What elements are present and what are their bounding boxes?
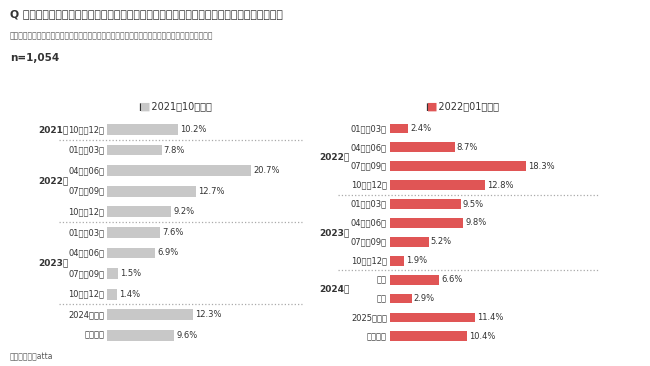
Text: 04月～06月: 04月～06月 (68, 249, 105, 258)
Bar (390, 142, 454, 152)
Text: n=1,054: n=1,054 (10, 53, 59, 63)
Text: 12.8%: 12.8% (488, 181, 514, 190)
Text: 11.4%: 11.4% (477, 313, 503, 322)
Text: 1.5%: 1.5% (120, 269, 141, 278)
Text: 07月～09月: 07月～09月 (68, 187, 105, 196)
Bar (390, 237, 428, 247)
Text: 01月～03月: 01月～03月 (68, 146, 105, 154)
Text: 9.6%: 9.6% (176, 331, 198, 340)
Bar (107, 145, 162, 156)
Text: 前期: 前期 (377, 275, 387, 284)
Text: 20.7%: 20.7% (254, 166, 280, 175)
Text: ■ 2021年10月調査: ■ 2021年10月調査 (139, 102, 212, 112)
Text: 07月～09月: 07月～09月 (68, 269, 105, 278)
Text: 10月～12月: 10月～12月 (351, 181, 387, 190)
Text: 07月～09月: 07月～09月 (351, 162, 387, 171)
Text: 2.4%: 2.4% (410, 124, 431, 133)
Bar (390, 180, 485, 190)
Bar (107, 165, 252, 176)
Text: ■: ■ (140, 102, 150, 112)
Text: 04月～06月: 04月～06月 (351, 219, 387, 227)
Text: 8.7%: 8.7% (457, 143, 478, 152)
Bar (107, 309, 193, 320)
Text: 01月～03月: 01月～03月 (351, 199, 387, 209)
Bar (107, 124, 178, 135)
Text: 6.9%: 6.9% (157, 249, 179, 258)
Text: 2024年: 2024年 (318, 285, 349, 294)
Text: 2.9%: 2.9% (414, 294, 435, 303)
Text: 10.2%: 10.2% (181, 125, 207, 134)
Bar (107, 206, 172, 217)
Bar (390, 161, 526, 171)
Text: 9.2%: 9.2% (174, 207, 194, 216)
Text: Q 自由に国内旅行に出かけられるようになるのはいつ頃になると思いますか？（単一回答）: Q 自由に国内旅行に出かけられるようになるのはいつ頃になると思いますか？（単一回… (10, 9, 283, 19)
Bar (390, 313, 474, 322)
Text: 該当なし: 該当なし (367, 332, 387, 341)
Text: 1.4%: 1.4% (119, 290, 140, 299)
Text: 10月～12月: 10月～12月 (68, 125, 105, 134)
Bar (107, 186, 196, 197)
Text: 自由に国内旅行に出かけられる＝外出・移動の自酢が解除されていると想定してご回答ください。: 自由に国内旅行に出かけられる＝外出・移動の自酢が解除されていると想定してご回答く… (10, 31, 213, 40)
Text: 該当なし: 該当なし (84, 331, 105, 340)
Text: 9.5%: 9.5% (463, 199, 484, 209)
Bar (390, 256, 404, 266)
Text: 07月～09月: 07月～09月 (351, 238, 387, 246)
Bar (107, 227, 160, 238)
Text: 2024年以降: 2024年以降 (68, 310, 105, 319)
Text: 5.2%: 5.2% (431, 238, 452, 246)
Text: 2023年: 2023年 (39, 259, 69, 268)
Text: 7.6%: 7.6% (162, 228, 184, 237)
Text: 12.7%: 12.7% (198, 187, 224, 196)
Text: 2023年: 2023年 (319, 228, 349, 237)
Text: 04月～06月: 04月～06月 (351, 143, 387, 152)
Text: 01月～03月: 01月～03月 (351, 124, 387, 133)
Bar (107, 248, 155, 258)
Text: 10月～12月: 10月～12月 (351, 256, 387, 265)
Text: 後期: 後期 (377, 294, 387, 303)
Bar (390, 294, 411, 303)
Bar (107, 330, 174, 341)
Bar (390, 124, 408, 133)
Text: 2025年以降: 2025年以降 (351, 313, 387, 322)
Text: 10月～12月: 10月～12月 (68, 290, 105, 299)
Bar (107, 289, 117, 299)
Text: ■ 2022年01月調査: ■ 2022年01月調査 (426, 102, 499, 112)
Bar (390, 275, 439, 285)
Text: 01月～03月: 01月～03月 (68, 228, 105, 237)
Text: 10月～12月: 10月～12月 (68, 207, 105, 216)
Text: 7.8%: 7.8% (164, 146, 185, 154)
Text: ■: ■ (427, 102, 437, 112)
Text: 2022年: 2022年 (319, 152, 349, 161)
Text: 6.6%: 6.6% (441, 275, 463, 284)
Text: 10.4%: 10.4% (469, 332, 496, 341)
Text: 2022年: 2022年 (39, 176, 69, 186)
Bar (107, 268, 118, 279)
Text: 2021年: 2021年 (39, 125, 69, 134)
Text: 12.3%: 12.3% (195, 310, 222, 319)
Bar (390, 332, 467, 341)
Bar (390, 199, 461, 209)
Bar (390, 218, 463, 228)
Text: 調査：株式会atta: 調査：株式会atta (10, 352, 53, 362)
Text: 18.3%: 18.3% (528, 162, 555, 171)
Text: 1.9%: 1.9% (406, 256, 428, 265)
Text: 9.8%: 9.8% (465, 219, 486, 227)
Text: 04月～06月: 04月～06月 (68, 166, 105, 175)
